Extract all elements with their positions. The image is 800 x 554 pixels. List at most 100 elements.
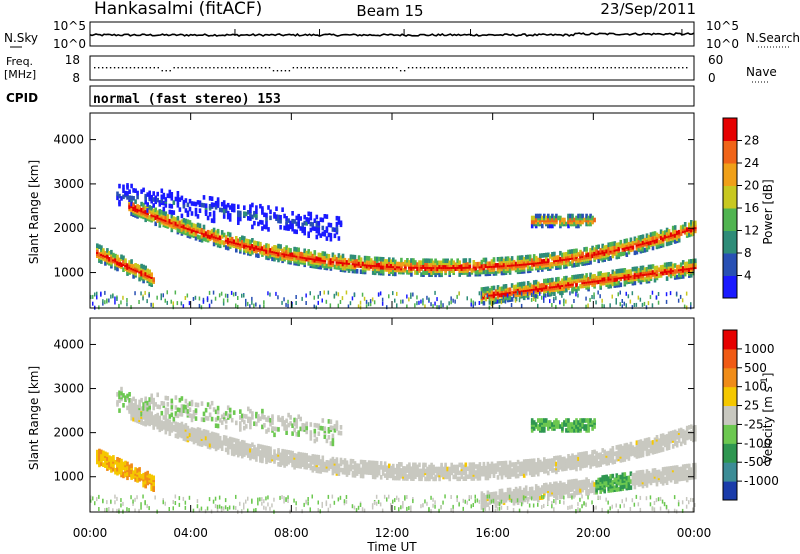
freq-dot [415,67,418,69]
echo-cell [486,494,489,499]
echo-cell [510,462,514,467]
echo-cell [694,220,697,226]
echo-cell [277,462,280,467]
echo-cell [301,252,304,257]
echo-cell [394,506,396,510]
freq-dot [268,67,271,69]
echo-cell [607,246,610,252]
echo-cell [690,302,692,307]
echo-cell [315,437,319,442]
echo-cell [486,490,490,496]
echo-cell [472,476,476,481]
echo-cell [158,200,162,205]
freq-dot [181,67,183,69]
echo-cell [196,402,200,408]
echo-cell [587,252,590,257]
echo-cell [142,421,145,426]
echo-cell [313,295,315,300]
echo-cell [532,215,536,221]
echo-cell [247,216,250,221]
freq-dot [241,67,243,69]
echo-cell [386,305,388,310]
echo-cell [309,211,313,217]
echo-cell [458,272,461,277]
power-cbar-swatch [723,230,737,254]
echo-cell [669,261,673,267]
echo-cell [432,476,435,482]
echo-cell [249,443,252,449]
echo-cell [526,292,529,297]
echo-cell [202,299,205,304]
freq-dot [479,67,481,69]
echo-cell [478,301,481,305]
echo-cell [613,271,617,276]
echo-cell [251,300,253,305]
echo-cell [404,260,407,265]
echo-cell [160,410,164,416]
echo-cell [158,421,162,427]
echo-cell [321,418,325,423]
echo-cell [148,417,151,423]
echo-cell [174,411,178,416]
echo-cell [363,460,367,465]
freq-dot [141,67,144,69]
echo-cell [631,291,634,296]
nave-tick-bottom: 0 [708,71,716,85]
echo-cell [587,303,589,308]
echo-cell [416,301,418,306]
echo-cell [619,282,623,288]
echo-cell [104,290,106,295]
echo-cell [563,302,565,307]
echo-cell [222,200,226,205]
echo-cell [373,300,376,305]
echo-cell [235,247,238,253]
echo-cell [528,266,532,271]
echo-cell [601,273,604,278]
echo-cell [482,461,486,467]
echo-cell [208,212,212,217]
echo-cell [514,490,518,496]
echo-cell [214,432,218,438]
freq-dot [606,67,608,69]
echo-cell [184,218,188,224]
echo-cell [414,270,417,275]
echo-cell [534,255,538,261]
echo-cell [132,499,134,504]
echo-cell [361,507,364,512]
echo-cell [593,247,596,252]
echo-cell [142,202,145,208]
echo-cell [144,199,147,205]
echo-cell [317,500,319,505]
echo-cell [168,507,170,511]
echo-cell [343,499,346,504]
echo-cell [597,250,600,256]
echo-cell [377,256,381,262]
echo-cell [633,236,637,242]
echo-cell [373,268,377,274]
echo-cell [349,301,352,306]
echo-cell [293,229,296,234]
echo-cell [232,505,235,510]
echo-cell [480,496,483,501]
freq-dot [113,67,116,69]
echo-cell [450,462,453,468]
echo-cell [208,442,212,448]
echo-cell [247,496,249,501]
echo-cell [120,196,123,201]
echo-cell [345,495,348,499]
echo-cell [377,270,381,276]
echo-cell [235,442,238,447]
echo-cell [496,291,500,296]
freq-dot [550,67,553,69]
echo-cell [486,286,490,291]
echo-cell [466,474,470,479]
echo-cell [299,216,302,221]
echo-cell [410,258,413,263]
echo-cell [112,508,114,513]
echo-cell [675,264,679,270]
echo-cell [559,256,562,262]
echo-cell [307,497,309,501]
echo-cell [359,300,362,305]
echo-cell [468,462,472,467]
echo-cell [351,464,355,470]
